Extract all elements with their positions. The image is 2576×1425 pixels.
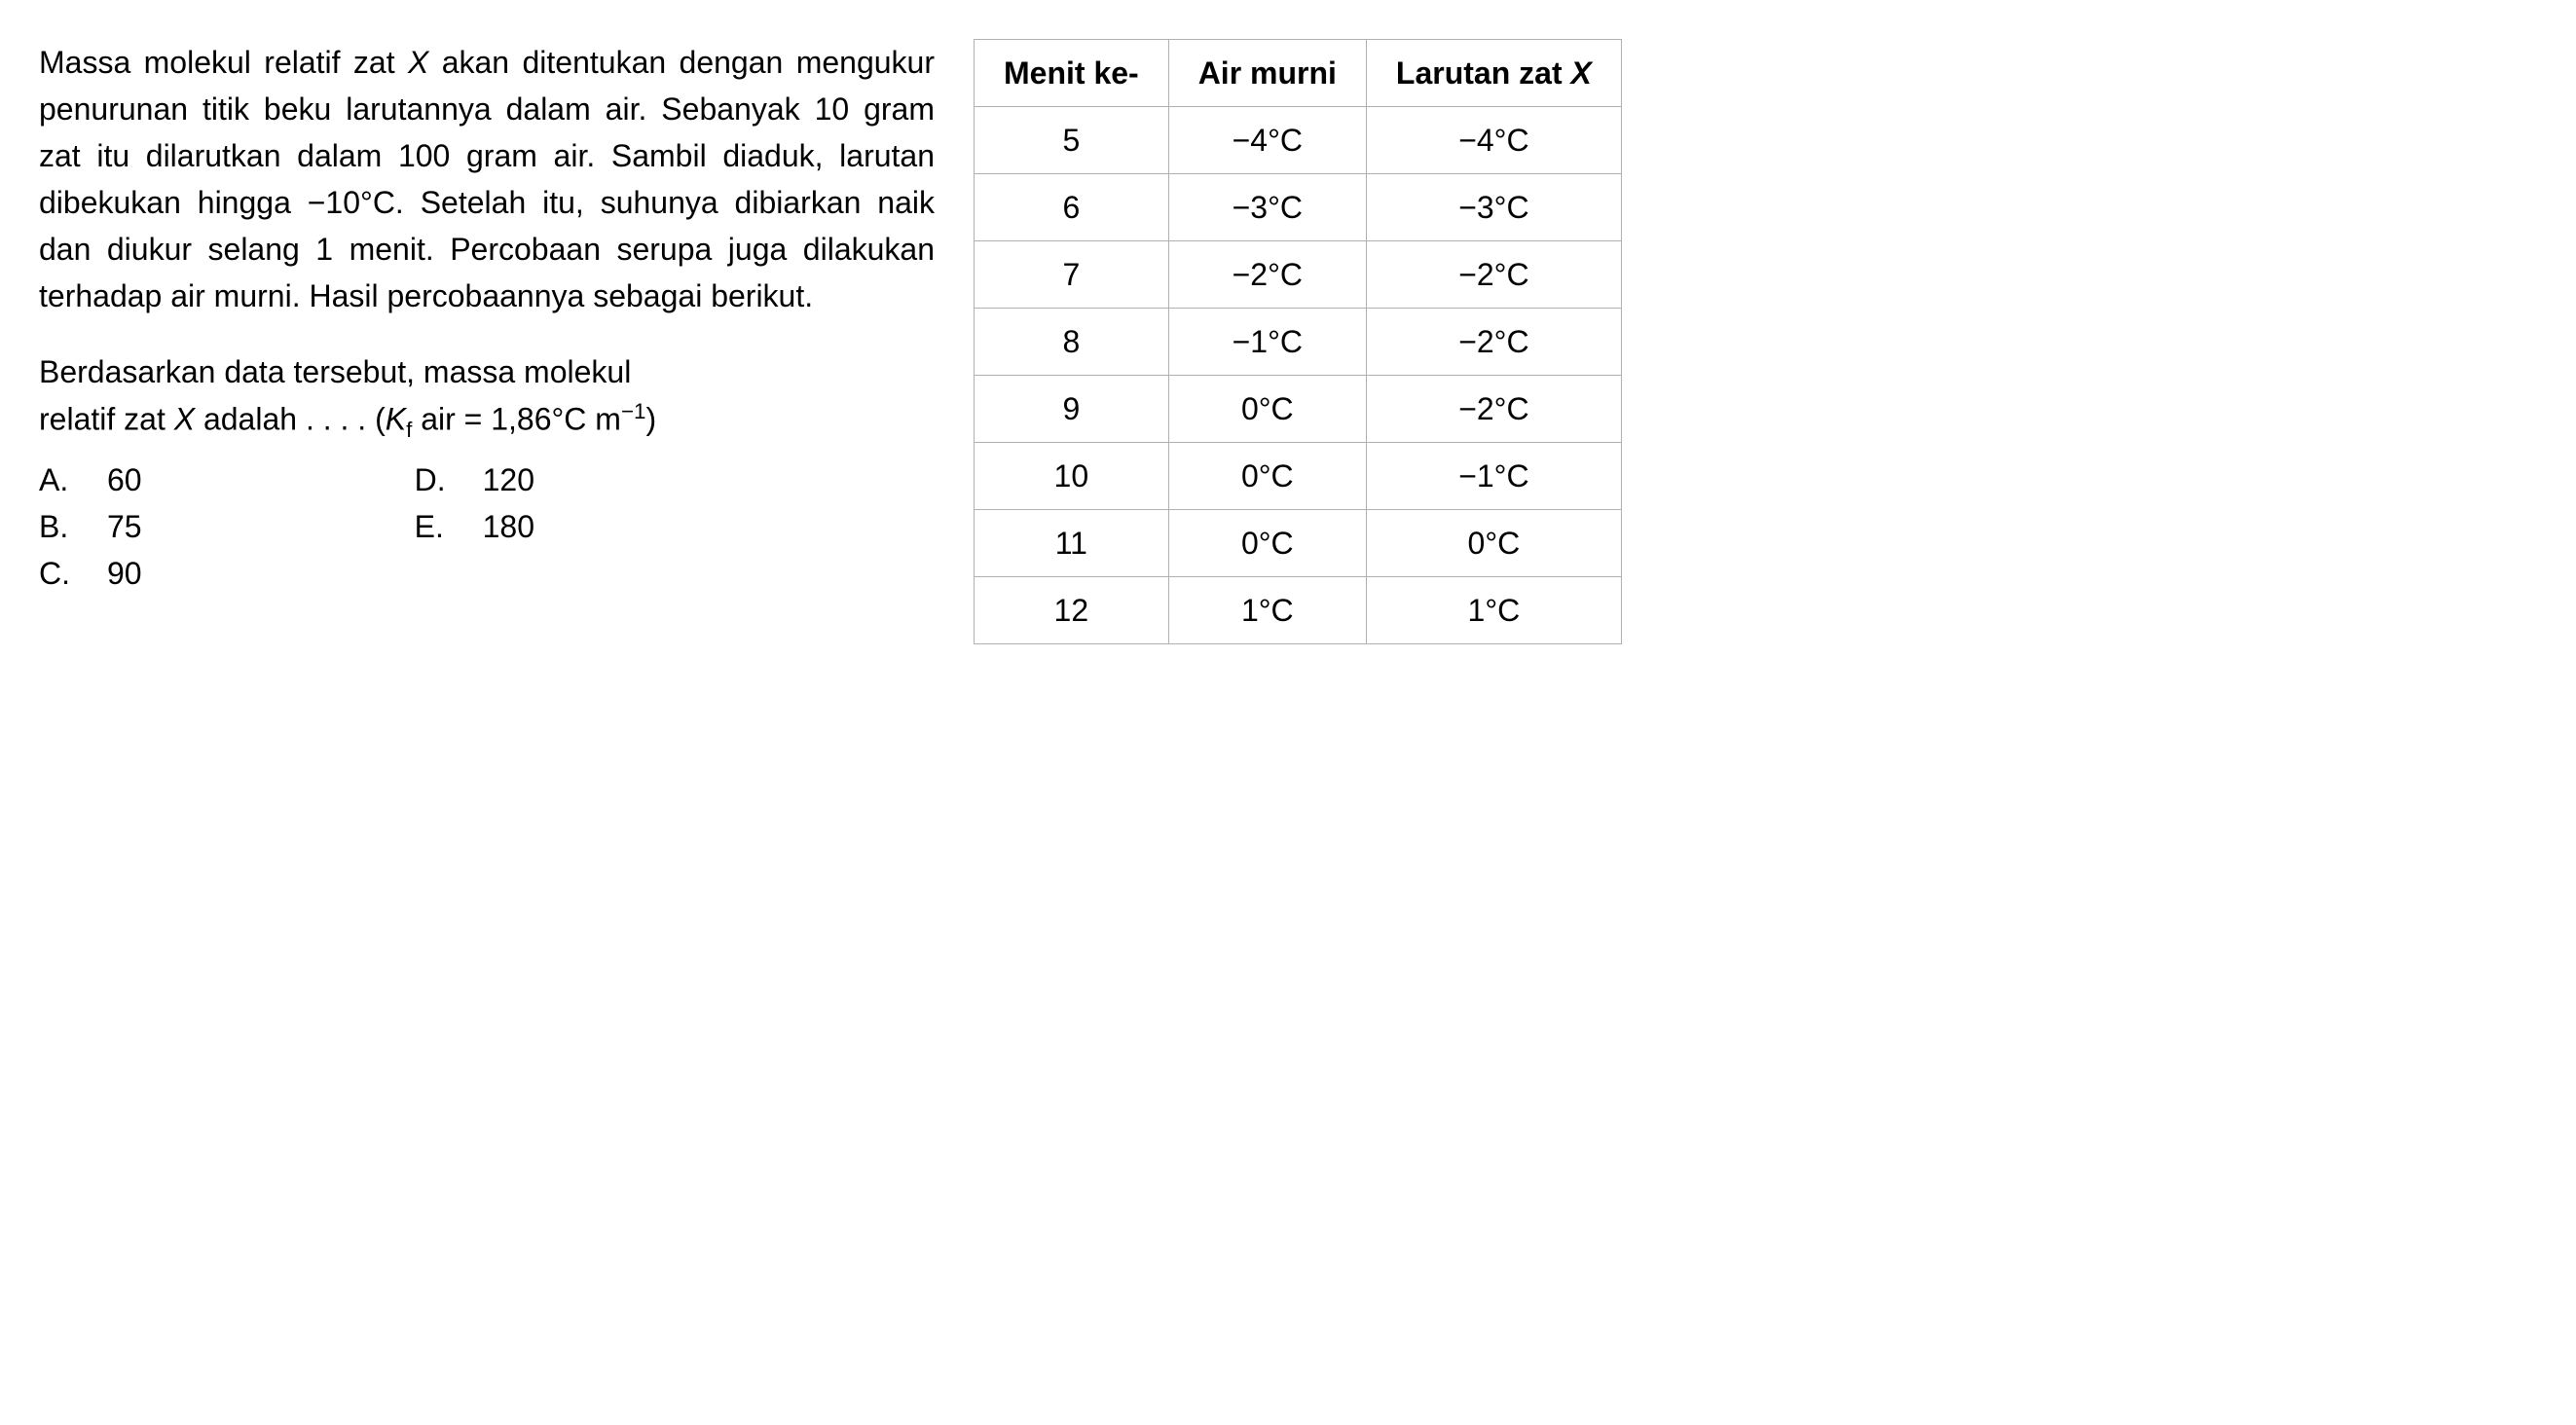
cell-pure: −4°C <box>1168 107 1366 174</box>
cell-solution: −2°C <box>1366 309 1621 376</box>
table-row: 9 0°C −2°C <box>975 376 1622 443</box>
cell-solution: −1°C <box>1366 443 1621 510</box>
header-solution-pre: Larutan zat <box>1396 55 1571 91</box>
cell-pure: 0°C <box>1168 443 1366 510</box>
header-solution-x: X <box>1571 55 1592 91</box>
option-a-letter: A. <box>39 457 78 503</box>
text-column: Massa molekul relatif zat X akan ditentu… <box>39 39 935 597</box>
cell-solution: 0°C <box>1366 510 1621 577</box>
question-line2-pre: relatif zat <box>39 402 174 437</box>
cell-pure: −3°C <box>1168 174 1366 241</box>
cell-pure: −1°C <box>1168 309 1366 376</box>
option-a: A. 60 <box>39 457 142 503</box>
cell-pure: 0°C <box>1168 376 1366 443</box>
option-b: B. 75 <box>39 503 142 550</box>
cell-solution: −2°C <box>1366 241 1621 309</box>
option-d-value: 120 <box>483 457 534 503</box>
table-row: 5 −4°C −4°C <box>975 107 1622 174</box>
problem-paragraph: Massa molekul relatif zat X akan ditentu… <box>39 39 935 319</box>
answer-options: A. 60 B. 75 C. 90 D. 120 E. <box>39 457 935 597</box>
cell-minute: 12 <box>975 577 1169 644</box>
cell-pure: 1°C <box>1168 577 1366 644</box>
header-pure-water: Air murni <box>1168 40 1366 107</box>
cell-solution: −2°C <box>1366 376 1621 443</box>
table-row: 11 0°C 0°C <box>975 510 1622 577</box>
header-minute: Menit ke- <box>975 40 1169 107</box>
cell-minute: 8 <box>975 309 1169 376</box>
cell-solution: −4°C <box>1366 107 1621 174</box>
question-air: air = 1,86°C m <box>412 402 621 437</box>
option-e-letter: E. <box>415 503 454 550</box>
question-exp: −1 <box>621 399 646 423</box>
option-d-letter: D. <box>415 457 454 503</box>
cell-solution: 1°C <box>1366 577 1621 644</box>
table-row: 12 1°C 1°C <box>975 577 1622 644</box>
cell-minute: 6 <box>975 174 1169 241</box>
variable-x: X <box>408 45 428 80</box>
table-header-row: Menit ke- Air murni Larutan zat X <box>975 40 1622 107</box>
cell-minute: 10 <box>975 443 1169 510</box>
option-c-value: 90 <box>107 550 142 597</box>
question-text: Berdasarkan data tersebut, massa molekul… <box>39 348 935 447</box>
table-row: 7 −2°C −2°C <box>975 241 1622 309</box>
question-kf: K <box>386 402 406 437</box>
table-row: 10 0°C −1°C <box>975 443 1622 510</box>
main-container: Massa molekul relatif zat X akan ditentu… <box>39 39 2537 644</box>
options-right-col: D. 120 E. 180 <box>415 457 534 597</box>
header-solution: Larutan zat X <box>1366 40 1621 107</box>
data-table: Menit ke- Air murni Larutan zat X 5 −4°C… <box>974 39 1622 644</box>
option-e: E. 180 <box>415 503 534 550</box>
cell-minute: 5 <box>975 107 1169 174</box>
cell-minute: 11 <box>975 510 1169 577</box>
cell-pure: 0°C <box>1168 510 1366 577</box>
cell-minute: 9 <box>975 376 1169 443</box>
table-row: 8 −1°C −2°C <box>975 309 1622 376</box>
option-e-value: 180 <box>483 503 534 550</box>
cell-minute: 7 <box>975 241 1169 309</box>
option-c: C. 90 <box>39 550 142 597</box>
option-b-letter: B. <box>39 503 78 550</box>
option-c-letter: C. <box>39 550 78 597</box>
cell-pure: −2°C <box>1168 241 1366 309</box>
cell-solution: −3°C <box>1366 174 1621 241</box>
question-x: X <box>174 402 195 437</box>
question-mid: adalah . . . . ( <box>195 402 386 437</box>
option-d: D. 120 <box>415 457 534 503</box>
question-end: ) <box>645 402 656 437</box>
question-line1: Berdasarkan data tersebut, massa molekul <box>39 354 631 389</box>
option-a-value: 60 <box>107 457 142 503</box>
option-b-value: 75 <box>107 503 142 550</box>
table-row: 6 −3°C −3°C <box>975 174 1622 241</box>
options-left-col: A. 60 B. 75 C. 90 <box>39 457 142 597</box>
